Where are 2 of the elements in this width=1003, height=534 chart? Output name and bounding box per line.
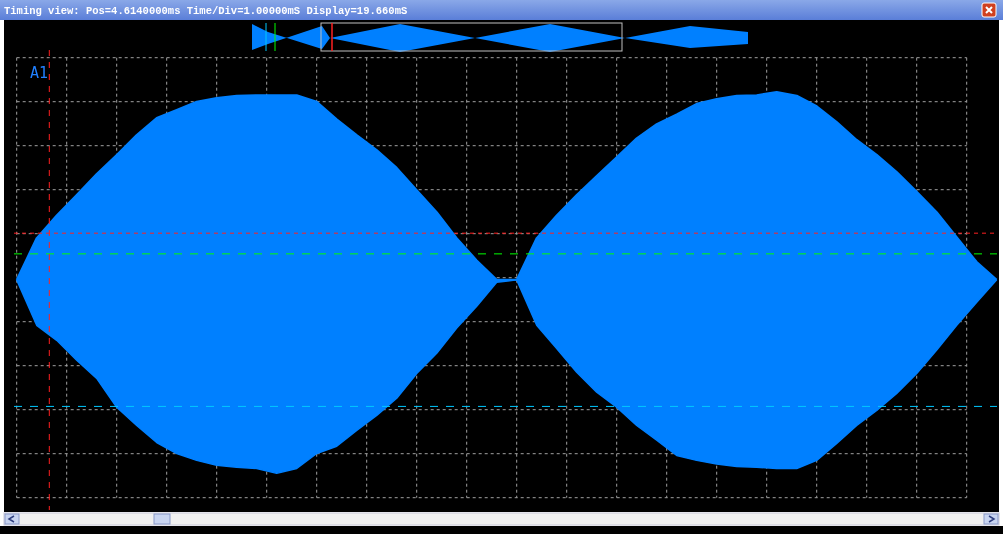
- text: A1: [30, 64, 49, 82]
- chart-title: Timing view: Pos=4.6140000ms Time/Div=1.00000mS Display=19.660mS: [4, 5, 408, 17]
